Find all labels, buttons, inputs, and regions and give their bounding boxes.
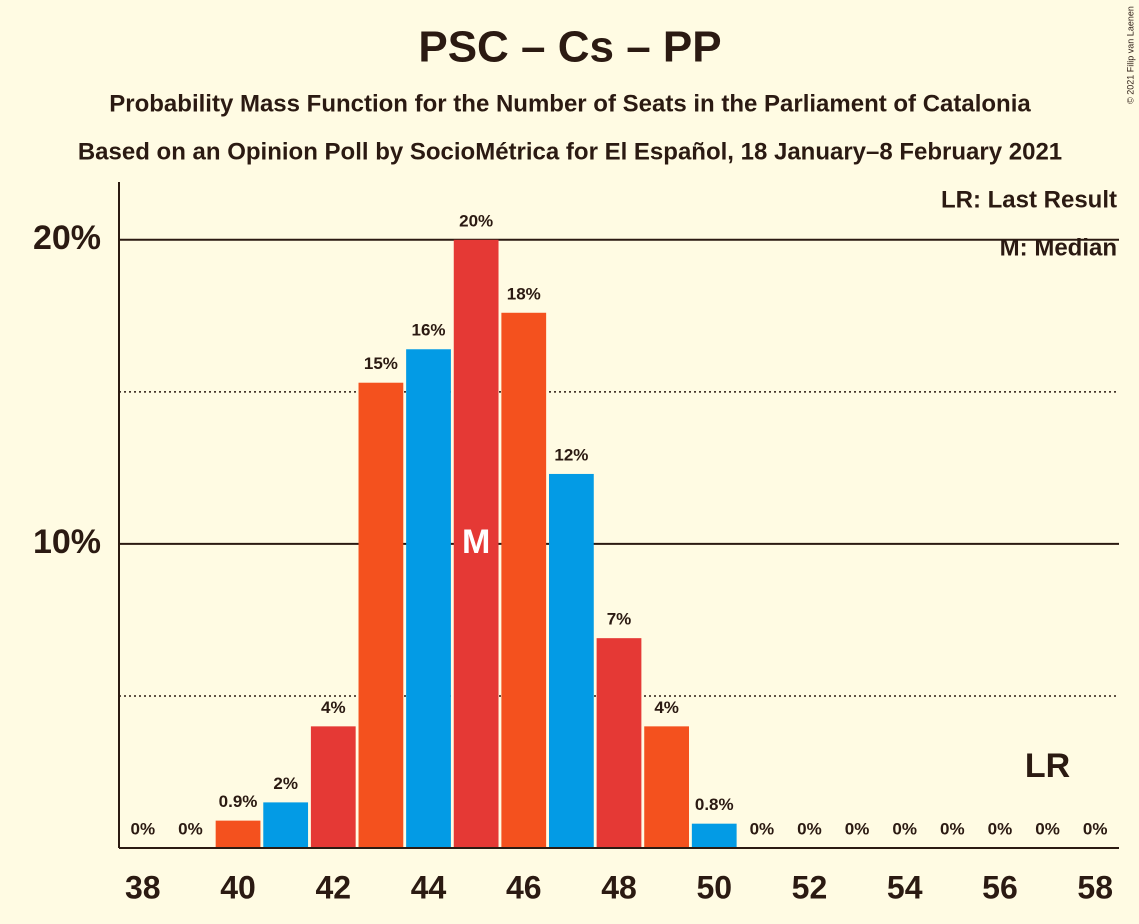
value-label: 16% [412,321,446,340]
x-tick-label: 58 [1077,869,1113,905]
legend-entry: LR: Last Result [941,186,1117,213]
bar [644,726,689,848]
bar [501,312,547,849]
bar [263,802,309,848]
chart-title: PSC – Cs – PP [418,23,721,72]
median-marker: M [462,523,490,561]
x-tick-label: 46 [506,869,542,905]
bar [549,473,594,848]
x-tick-label: 38 [125,869,161,905]
value-label: 20% [459,211,493,230]
value-label: 0% [845,819,870,838]
value-label: 4% [321,698,346,717]
x-tick-label: 54 [887,869,923,905]
value-label: 4% [654,698,679,717]
x-tick-label: 44 [411,869,447,905]
value-label: 0% [750,819,775,838]
value-label: 0% [797,819,822,838]
bar [691,823,737,848]
legend-entry: M: Median [1000,234,1117,261]
bar [310,726,356,848]
x-tick-label: 56 [982,869,1018,905]
value-label: 0% [988,819,1013,838]
value-label: 0% [1035,819,1060,838]
value-label: 7% [607,610,632,629]
bar [406,349,451,848]
bar [596,638,642,848]
value-label: 0% [131,819,156,838]
value-label: 0.9% [219,792,258,811]
bar [453,239,499,848]
value-label: 12% [554,445,588,464]
value-label: 0% [1083,819,1108,838]
value-label: 15% [364,354,398,373]
value-label: 0.8% [695,795,734,814]
bar [215,820,261,848]
x-tick-label: 48 [601,869,637,905]
copyright: © 2021 Filip van Laenen [1125,6,1135,104]
subtitle: Probability Mass Function for the Number… [109,90,1031,117]
value-label: 0% [940,819,965,838]
y-tick-label: 10% [33,523,101,561]
subtitle: Based on an Opinion Poll by SocioMétrica… [78,138,1062,165]
x-tick-label: 52 [792,869,828,905]
x-tick-label: 42 [315,869,351,905]
y-tick-label: 20% [33,219,101,257]
bar [358,382,404,848]
value-label: 0% [178,819,203,838]
last-result-marker: LR [1025,747,1070,785]
x-tick-label: 40 [220,869,256,905]
value-label: 2% [273,774,298,793]
x-tick-label: 50 [696,869,732,905]
value-label: 18% [507,284,541,303]
value-label: 0% [892,819,917,838]
